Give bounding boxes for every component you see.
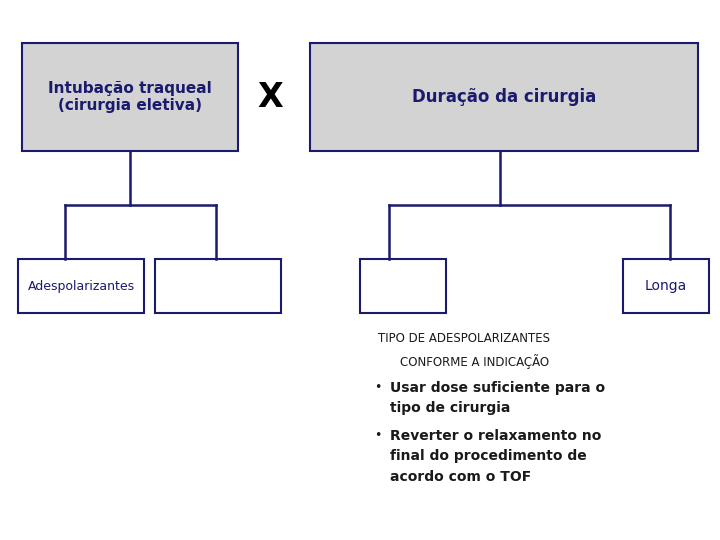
Text: Adespolarizantes: Adespolarizantes: [27, 280, 135, 293]
Text: CONFORME A INDICAÇÃO: CONFORME A INDICAÇÃO: [400, 354, 549, 369]
FancyBboxPatch shape: [155, 259, 281, 313]
FancyBboxPatch shape: [22, 43, 238, 151]
Text: •: •: [374, 381, 382, 394]
Text: Intubação traqueal
(cirurgia eletiva): Intubação traqueal (cirurgia eletiva): [48, 81, 212, 113]
Text: acordo com o TOF: acordo com o TOF: [390, 470, 531, 484]
FancyBboxPatch shape: [623, 259, 709, 313]
Text: •: •: [374, 429, 382, 442]
Text: Longa: Longa: [645, 279, 687, 293]
FancyBboxPatch shape: [310, 43, 698, 151]
Text: Reverter o relaxamento no: Reverter o relaxamento no: [390, 429, 602, 443]
Text: Usar dose suficiente para o: Usar dose suficiente para o: [390, 381, 606, 395]
Text: tipo de cirurgia: tipo de cirurgia: [390, 401, 510, 415]
Text: Duração da cirurgia: Duração da cirurgia: [412, 88, 596, 106]
Text: TIPO DE ADESPOLARIZANTES: TIPO DE ADESPOLARIZANTES: [378, 332, 550, 345]
Text: X: X: [257, 80, 283, 114]
Text: final do procedimento de: final do procedimento de: [390, 449, 587, 463]
FancyBboxPatch shape: [360, 259, 446, 313]
FancyBboxPatch shape: [18, 259, 144, 313]
